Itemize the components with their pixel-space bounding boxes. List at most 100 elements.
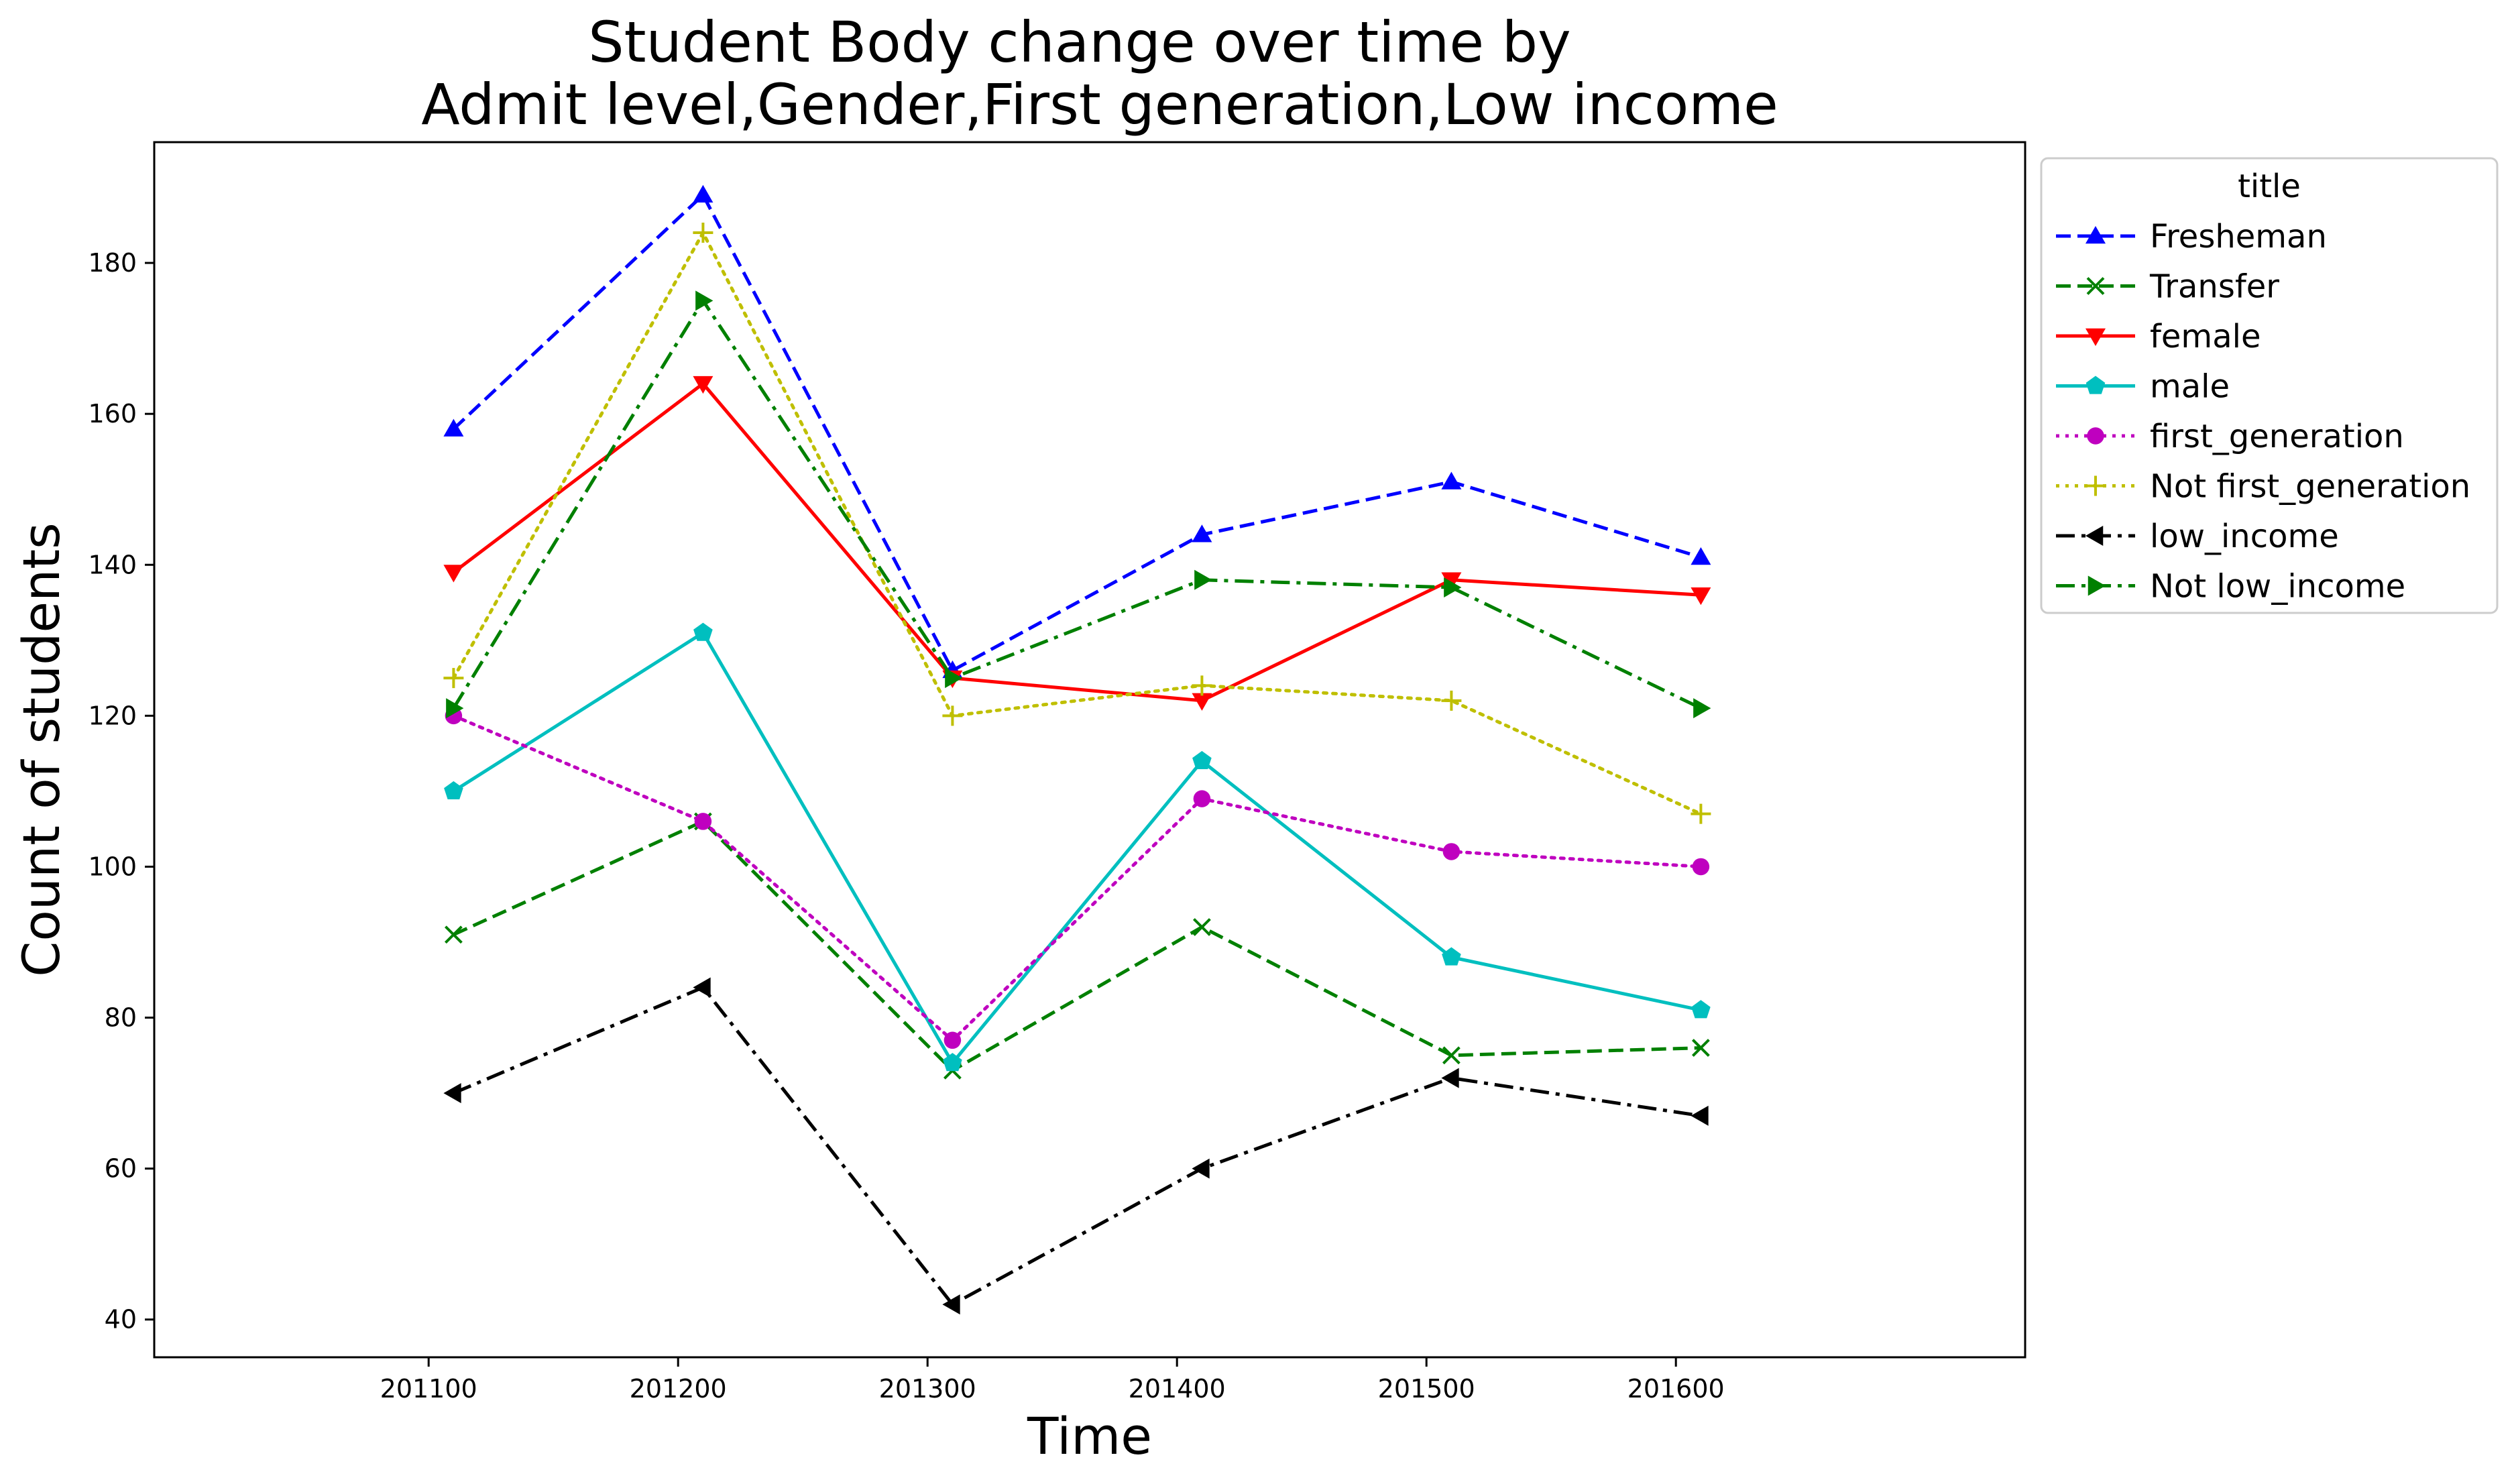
data-point-7-4 (1444, 577, 1462, 598)
legend-entry: male (2056, 368, 2230, 406)
x-tick-label-3: 201400 (1129, 1374, 1226, 1404)
data-point-3-5 (1691, 1000, 1711, 1019)
legend-label-4: first_generation (2150, 418, 2404, 455)
legend-label-2: female (2150, 318, 2261, 355)
legend-label-3: male (2150, 368, 2230, 406)
legend-marker-7 (2088, 575, 2106, 596)
data-point-4-5 (1692, 858, 1710, 876)
series-line-5 (451, 229, 1703, 816)
data-point-4-1 (694, 813, 712, 830)
legend-entry: Not first_generation (2056, 468, 2470, 506)
series-not-first-generation (443, 223, 1711, 824)
data-point-0-4 (1441, 471, 1462, 490)
data-point-2-5 (1691, 587, 1711, 606)
x-tick-label-0: 201100 (380, 1374, 477, 1404)
data-point-7-2 (945, 668, 963, 689)
legend-marker-0 (2085, 226, 2106, 244)
plot-area (153, 141, 2026, 1359)
data-point-5-2 (942, 705, 963, 726)
data-point-3-2 (943, 1053, 962, 1072)
data-point-0-1 (693, 184, 713, 203)
data-point-7-3 (1194, 569, 1212, 590)
series-line-0 (452, 192, 1702, 673)
legend-entry: low_income (2056, 518, 2339, 555)
series-first-generation (445, 707, 1710, 1049)
data-point-5-1 (693, 223, 713, 243)
data-point-5-5 (1691, 803, 1711, 824)
y-tick-label-1: 60 (105, 1154, 137, 1184)
data-point-7-1 (695, 290, 713, 311)
x-tick-label-1: 201200 (630, 1374, 727, 1404)
legend-label-6: low_income (2150, 518, 2339, 555)
series-not-low-income (446, 290, 1711, 719)
data-point-1-0 (444, 925, 463, 944)
legend-marker-1 (2086, 277, 2105, 295)
data-point-0-0 (443, 418, 464, 437)
data-point-2-4 (1441, 572, 1462, 590)
data-point-3-4 (1442, 947, 1461, 966)
data-point-1-5 (1691, 1039, 1710, 1057)
legend-label-5: Not first_generation (2150, 468, 2470, 506)
chart-title-line-2: Admit level,Gender,First generation,Low … (421, 72, 1778, 137)
legend-entry: female (2056, 318, 2261, 355)
series-male (444, 622, 1711, 1072)
x-tick-label-4: 201500 (1378, 1374, 1475, 1404)
series-line-4 (451, 714, 1703, 1043)
data-point-4-2 (944, 1031, 962, 1049)
series-female (443, 376, 1711, 711)
legend-marker-2 (2085, 328, 2106, 346)
series-layer (443, 184, 1711, 1315)
data-point-1-3 (1192, 918, 1211, 936)
data-point-3-0 (444, 781, 463, 799)
y-axis-label: Count of students (11, 522, 71, 976)
y-tick-label-0: 40 (105, 1305, 137, 1334)
legend-entry: Not low_income (2056, 568, 2405, 606)
data-point-6-3 (1192, 1158, 1210, 1179)
data-point-4-4 (1442, 843, 1461, 860)
series-line-3 (453, 630, 1701, 1066)
legend-entry: Transfer (2056, 268, 2279, 306)
x-axis-label: Time (1027, 1406, 1152, 1466)
legend-title: title (2238, 168, 2301, 205)
legend-entries: Fresheman Transfer female male first_generat… (2056, 218, 2470, 606)
legend-label-7: Not low_income (2150, 568, 2405, 606)
data-point-6-1 (693, 977, 711, 998)
series-line-7 (452, 297, 1702, 710)
data-point-7-5 (1693, 698, 1711, 719)
y-tick-label-2: 80 (105, 1003, 137, 1033)
data-point-5-3 (1192, 675, 1212, 696)
data-point-7-0 (446, 698, 464, 719)
data-point-6-4 (1441, 1068, 1459, 1088)
chart-title-line-1: Student Body change over time by (588, 9, 1571, 75)
series-low-income (443, 977, 1709, 1315)
y-tick-label-5: 140 (88, 550, 137, 579)
legend-marker-3 (2085, 376, 2106, 394)
legend: title Fresheman Transfer female male first_g… (2040, 157, 2499, 614)
data-point-1-4 (1442, 1046, 1461, 1065)
y-tick-label-7: 180 (88, 248, 137, 278)
data-point-2-3 (1192, 693, 1212, 711)
legend-entry: Fresheman (2056, 218, 2327, 255)
y-tick-label-4: 120 (88, 701, 137, 730)
data-point-5-4 (1441, 690, 1462, 711)
legend-box (2040, 157, 2499, 614)
series-line-2 (452, 381, 1701, 703)
legend-marker-5 (2085, 475, 2106, 496)
data-point-6-5 (1691, 1105, 1709, 1126)
data-point-4-3 (1193, 790, 1211, 807)
data-point-2-1 (693, 376, 713, 394)
legend-label-0: Fresheman (2150, 218, 2327, 255)
x-axis-ticks: 201100 201200 201300 201400 201500 201600 (380, 1357, 1725, 1404)
data-point-5-0 (443, 668, 464, 689)
series-line-1 (453, 819, 1701, 1073)
data-point-0-3 (1192, 524, 1212, 543)
x-tick-label-5: 201600 (1627, 1374, 1725, 1404)
legend-label-1: Transfer (2149, 268, 2279, 306)
data-point-3-3 (1192, 750, 1212, 769)
legend-marker-6 (2085, 526, 2104, 546)
data-point-0-5 (1691, 547, 1711, 565)
data-point-6-2 (942, 1294, 960, 1315)
y-tick-label-3: 100 (88, 852, 137, 881)
y-axis-ticks: 40 60 80 100 120 140 160 180 (88, 248, 154, 1334)
